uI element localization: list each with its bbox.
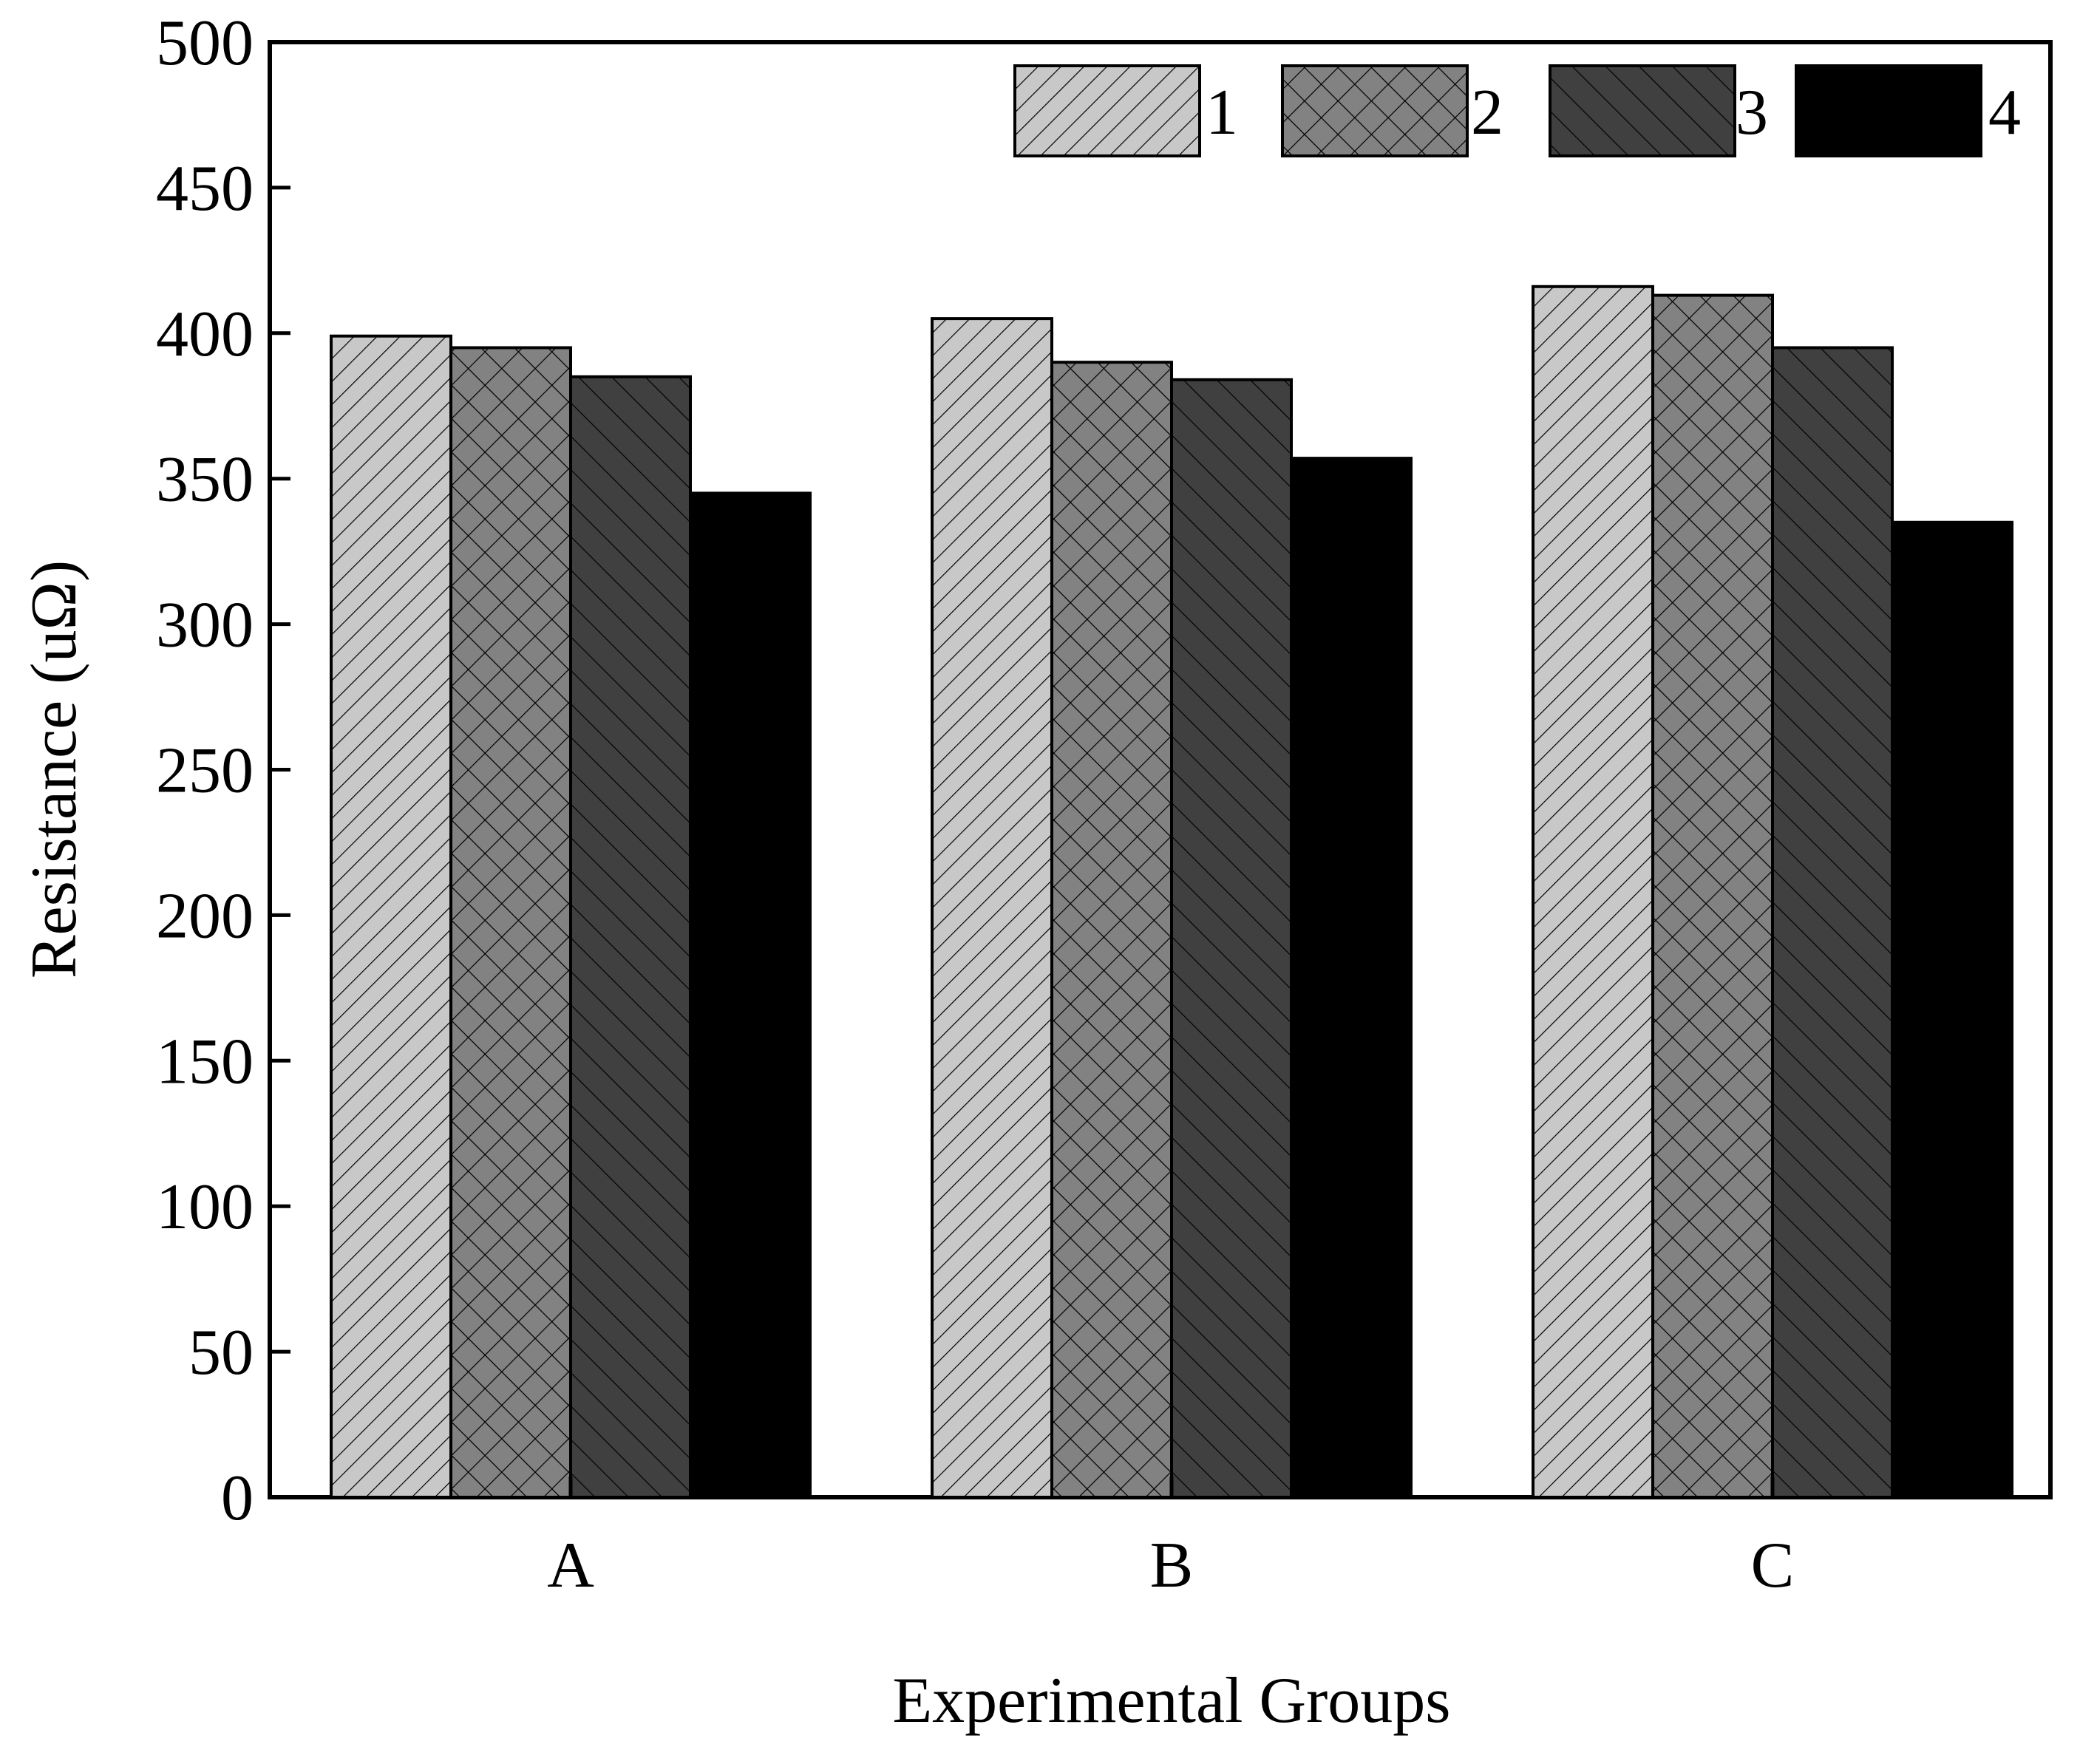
x-axis: A B C (547, 1477, 1794, 1601)
legend-label-4: 4 (1988, 77, 2021, 149)
bar-C-series-2 (1651, 293, 1774, 1499)
x-tick-label: C (1751, 1530, 1795, 1601)
y-tick-label: 300 (156, 590, 254, 661)
x-axis-title: Experimental Groups (892, 1665, 1450, 1737)
y-tick-label: 400 (156, 299, 254, 370)
y-tick-label: 450 (156, 153, 254, 225)
y-axis-title: Resistance (uΩ) (18, 560, 90, 978)
bar-B-series-2 (1050, 361, 1173, 1499)
y-tick-label: 0 (221, 1462, 254, 1534)
bar-C-series-4 (1891, 520, 2013, 1499)
legend-swatch-4 (1795, 64, 1982, 157)
bar-C-series-3 (1771, 346, 1894, 1499)
bar-C-series-1 (1532, 285, 1654, 1499)
bars-layer (330, 285, 2013, 1499)
bar-B-series-3 (1170, 378, 1293, 1499)
y-tick-label: 350 (156, 444, 254, 516)
bar-B-series-1 (931, 317, 1053, 1499)
legend-swatch-3 (1549, 64, 1736, 157)
bar-A-series-2 (449, 346, 572, 1499)
y-tick-label: 150 (156, 1026, 254, 1097)
legend-label-1: 1 (1206, 77, 1238, 149)
bar-B-series-4 (1290, 457, 1413, 1499)
bar-A-series-4 (689, 491, 812, 1499)
legend-label-2: 2 (1471, 77, 1503, 149)
y-tick-label: 200 (156, 880, 254, 952)
legend-swatch-1 (1013, 64, 1201, 157)
x-tick-label: B (1150, 1530, 1194, 1601)
legend: 1 2 3 4 (1013, 64, 2021, 157)
y-tick-label: 250 (156, 735, 254, 807)
legend-swatch-2 (1281, 64, 1469, 157)
y-axis: 0 50 100 150 200 250 300 350 400 450 500 (156, 7, 290, 1534)
y-tick-label: 100 (156, 1171, 254, 1243)
bar-A-series-3 (569, 375, 692, 1499)
y-tick-label: 50 (188, 1317, 254, 1389)
x-tick-label: A (547, 1530, 594, 1601)
y-tick-label: 500 (156, 7, 254, 79)
legend-label-3: 3 (1736, 77, 1768, 149)
bar-A-series-1 (330, 334, 452, 1499)
